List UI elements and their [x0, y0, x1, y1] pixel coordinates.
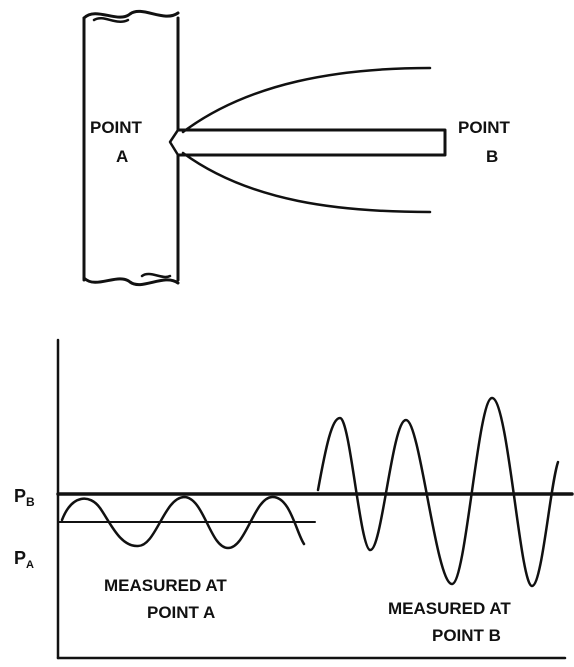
pb-axis-label: PB — [14, 486, 35, 509]
measured-at-point-b-line1: MEASURED AT — [388, 599, 511, 618]
measured-at-point-a-line1: MEASURED AT — [104, 576, 227, 595]
upper-flare-curve — [181, 66, 432, 134]
point-b-label-line1: POINT — [458, 118, 511, 137]
lower-flare-curve — [181, 151, 432, 214]
oscillation-point-b — [316, 396, 560, 588]
main-pipe-bottom-break-inner — [140, 272, 172, 279]
pa-axis-label: PA — [14, 548, 34, 571]
point-a-label-line1: POINT — [90, 118, 143, 137]
branch-entry-notch — [168, 128, 180, 157]
measured-at-point-b-line2: POINT B — [432, 626, 501, 645]
oscillation-point-a — [60, 495, 306, 550]
main-pipe-top-break — [82, 9, 180, 20]
point-b-label-line2: B — [486, 147, 498, 166]
branch-tube — [176, 128, 447, 157]
point-a-label-line2: A — [116, 147, 128, 166]
measured-at-point-a-line2: POINT A — [147, 603, 215, 622]
pressure-graph: PB PA MEASURED AT POINT A MEASURED AT PO… — [14, 338, 574, 660]
main-pipe-bottom-break — [82, 276, 180, 287]
main-pipe-top-break-inner — [92, 17, 130, 23]
pipe-illustration: POINT A POINT B — [82, 9, 511, 287]
